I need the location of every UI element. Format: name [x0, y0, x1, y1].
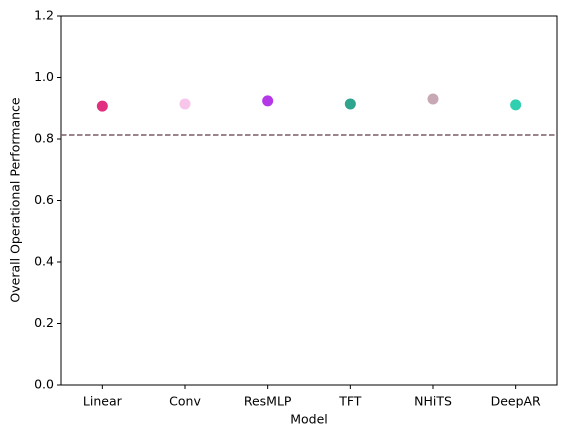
point: [262, 95, 274, 107]
x-tick-label: NHiTS: [414, 394, 452, 409]
x-tick-label: DeepAR: [491, 394, 541, 409]
y-tick-label: 0.6: [34, 192, 54, 207]
x-tick-label: Conv: [169, 394, 201, 409]
y-tick-label: 0.0: [34, 377, 54, 392]
point: [427, 93, 439, 105]
x-tick-label: ResMLP: [244, 394, 292, 409]
x-tick-label: Linear: [83, 394, 123, 409]
y-tick-label: 1.2: [34, 8, 54, 23]
x-tick-label: TFT: [338, 394, 362, 409]
x-axis-label: Model: [290, 412, 328, 427]
point: [344, 98, 356, 110]
y-axis-label: Overall Operational Performance: [8, 97, 23, 302]
point: [96, 100, 108, 112]
plot-frame: [60, 15, 558, 386]
y-tick-label: 0.4: [34, 254, 54, 269]
y-tick-label: 1.0: [34, 69, 54, 84]
y-tick-label: 0.2: [34, 315, 54, 330]
y-tick-label: 0.8: [34, 131, 54, 146]
point: [510, 99, 522, 111]
point: [179, 98, 191, 110]
